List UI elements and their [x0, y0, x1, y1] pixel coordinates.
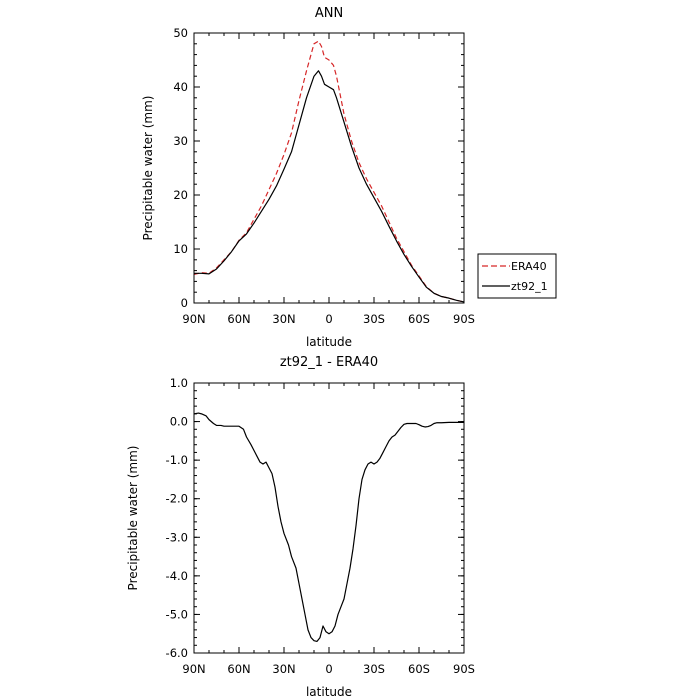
bottom-x-tick-label: 30S — [363, 662, 385, 676]
bottom-y-tick-label: -6.0 — [166, 646, 188, 660]
bottom-y-tick-label: 1.0 — [170, 376, 188, 390]
top-x-tick-label: 90N — [182, 312, 205, 326]
bottom-series-line — [193, 412, 464, 643]
legend-label-era40: ERA40 — [511, 260, 547, 273]
top-chart-title: ANN — [315, 6, 343, 21]
top-ticks: 90N 60N 30N 0 30S 60S 90S 0 10 20 30 40 50 — [173, 26, 475, 326]
legend: ERA40 zt92_1 — [477, 253, 557, 299]
bottom-y-tick-label: -5.0 — [166, 607, 188, 621]
top-panel: ANN 90N 60N 30N 0 30S 60S 90S 0 10 20 30 40 50 latit… — [141, 6, 475, 349]
top-x-tick-label: 60N — [227, 312, 250, 326]
bottom-y-tick-label: -3.0 — [166, 530, 188, 544]
legend-label-zt92_1: zt92_1 — [511, 280, 548, 293]
bottom-series — [193, 412, 464, 643]
bottom-chart-title: zt92_1 - ERA40 — [280, 355, 378, 370]
top-y-tick-label: 0 — [181, 296, 188, 310]
bottom-y-tick-label: -2.0 — [166, 492, 188, 506]
top-x-axis-label: latitude — [306, 335, 352, 349]
top-series — [193, 40, 465, 303]
top-x-tick-label: 90S — [453, 312, 475, 326]
bottom-x-tick-label: 0 — [325, 662, 332, 676]
top-series-zt92_1 — [194, 70, 465, 303]
top-y-tick-label: 50 — [173, 26, 188, 40]
bottom-x-tick-label: 30N — [272, 662, 295, 676]
bottom-plot-frame — [193, 382, 465, 654]
top-y-tick-label: 40 — [173, 80, 188, 94]
bottom-x-axis-label: latitude — [306, 685, 352, 699]
bottom-x-tick-label: 60S — [408, 662, 430, 676]
top-x-tick-label: 60S — [408, 312, 430, 326]
bottom-ticks: 90N 60N 30N 0 30S 60S 90S 1.0 0.0 -1.0 -2.0 -3.0 -4.… — [166, 376, 475, 676]
bottom-y-tick-label: -1.0 — [166, 453, 188, 467]
top-x-tick-label: 30N — [272, 312, 295, 326]
bottom-y-tick-label: -4.0 — [166, 569, 188, 583]
bottom-y-axis-label: Precipitable water (mm) — [126, 446, 140, 591]
bottom-x-tick-label: 60N — [227, 662, 250, 676]
top-y-tick-label: 10 — [173, 242, 188, 256]
bottom-x-tick-label: 90N — [182, 662, 205, 676]
bottom-x-tick-label: 90S — [453, 662, 475, 676]
top-y-axis-label: Precipitable water (mm) — [141, 96, 155, 241]
top-plot-frame — [193, 32, 465, 304]
top-y-tick-label: 30 — [173, 134, 188, 148]
top-x-tick-label: 0 — [325, 312, 332, 326]
top-x-tick-label: 30S — [363, 312, 385, 326]
top-y-tick-label: 20 — [173, 188, 188, 202]
legend-box — [477, 253, 557, 299]
top-series-era40 — [193, 40, 465, 303]
bottom-y-tick-label: 0.0 — [170, 415, 188, 429]
bottom-panel: zt92_1 - ERA40 90N 60N 30N 0 30S 60S 90S 1.0 0.0… — [126, 355, 475, 699]
